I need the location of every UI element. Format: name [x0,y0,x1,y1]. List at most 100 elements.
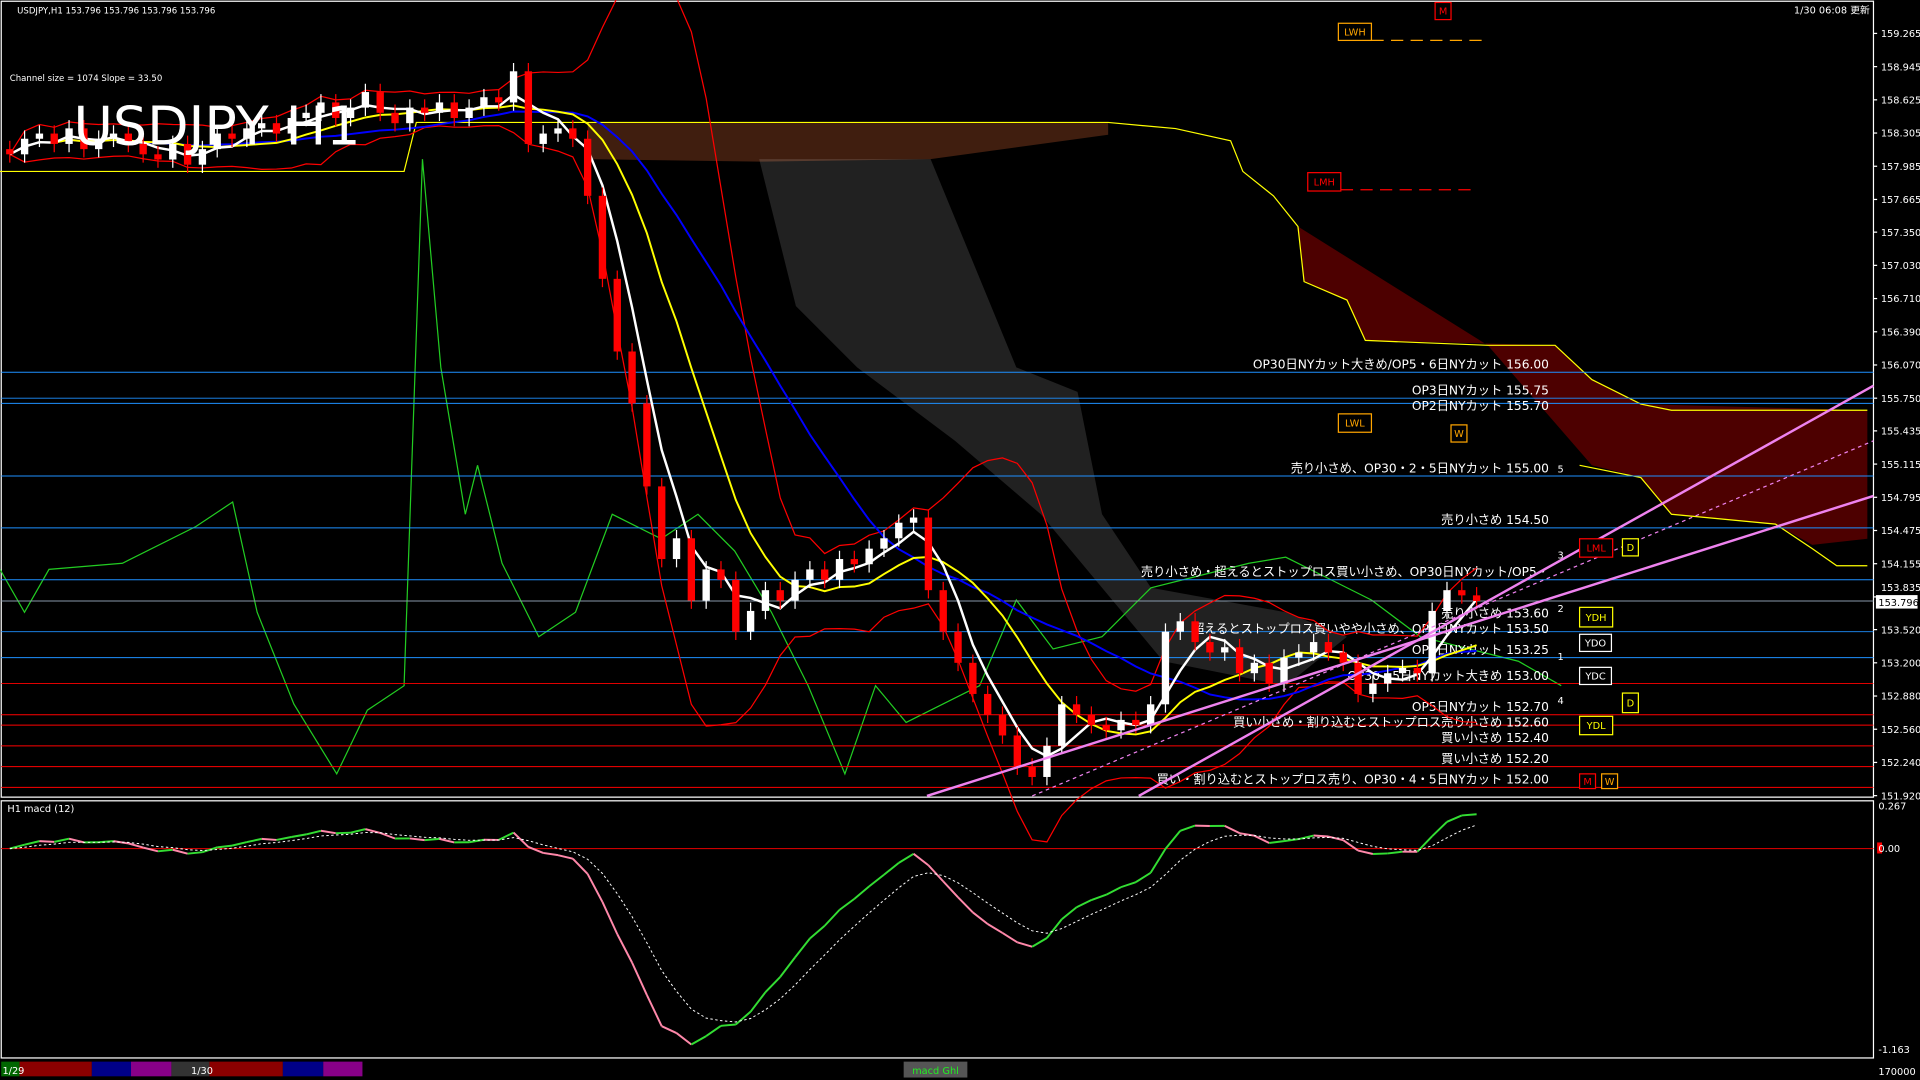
candle-body [169,143,177,160]
candle-body [909,517,918,523]
price-tick-label: 152.880 [1881,692,1920,703]
price-level-label: 売り小さめ・超えるとストップロス買い小さめ、OP30日NYカット/OP5・ [1141,564,1549,579]
candle-body [228,133,236,139]
macd-line-segment [261,837,277,841]
candle-body [435,102,444,113]
macd-line-segment [1446,814,1463,823]
macd-line-segment [217,844,233,849]
macd-line-segment [898,852,915,864]
candle-body [109,133,118,139]
candle-body [924,517,933,591]
candle-body [1087,714,1096,726]
price-level-label: OP3日NYカット 155.75 [1412,384,1549,398]
marker-box [1578,606,1614,628]
macd-line-segment [1017,941,1033,948]
macd-line-segment [927,864,944,883]
macd-line-segment [883,862,900,876]
macd-line-segment [1091,893,1107,901]
macd-line-segment [690,1035,707,1046]
price-tick-label: 155.115 [1881,460,1920,471]
candle-body [495,97,503,103]
marker-lwl-label: LWL [1345,419,1365,430]
candle-body [317,102,325,113]
macd-line-segment [98,840,114,844]
candle-body [420,107,429,113]
marker-d-label: D [1627,543,1635,554]
sma-mid-line [9,104,1477,736]
candle-body [1161,631,1170,705]
price-level-label: OP30日NYカット大きめ/OP5・6日NYカット 156.00 [1253,358,1549,372]
macd-line-segment [1046,918,1063,939]
macd-line-segment [1431,821,1448,837]
marker-box [1601,773,1619,790]
macd-label: H1 macd (12) [7,804,74,815]
macd-line-segment [572,858,589,875]
channel-number-4: 4 [1558,696,1564,707]
macd-line-segment [823,909,841,927]
price-level-label: 超えるとストップロス買いやや小さめ、OP5日NYカット 153.50 [1192,621,1549,636]
candle-body [139,143,147,155]
macd-line-segment [1164,830,1182,850]
macd-line-segment [379,832,396,840]
macd-ghl-label[interactable]: macd Ghl [912,1066,959,1077]
price-level-label: 売り小さめ 154.50 [1441,512,1549,527]
channel-lower-line[interactable] [926,494,1874,798]
marker-box [1578,538,1614,558]
marker-ydh-label: YDH [1585,613,1607,624]
candle-body [1146,704,1155,726]
candle-body [465,107,473,118]
channel-number-2: 2 [1558,604,1564,615]
macd-line-segment [586,873,604,903]
candle-body [1324,642,1333,653]
macd-line-segment [187,851,203,855]
channel-number-5: 5 [1558,465,1564,476]
price-tick-label: 154.475 [1881,526,1920,537]
candle-body [1221,647,1229,653]
candle-body [776,590,784,601]
marker-box [1450,424,1468,443]
macd-line-segment [779,956,796,978]
macd-tick-zero: 0.00 [1878,844,1900,855]
macd-line-segment [1239,832,1255,837]
candle-body [1309,642,1318,653]
macd-line-segment [365,828,381,834]
chart-title: USDJPY H1 [73,94,360,157]
price-tick-label: 156.710 [1881,294,1920,305]
macd-line-segment [1076,899,1092,909]
marker-w-label: W [1605,777,1615,788]
candle-body [643,403,651,487]
macd-line-segment [720,1023,736,1027]
macd-line-segment [1061,906,1078,920]
channel-upper-line[interactable] [1138,384,1875,797]
macd-line-segment [1313,834,1329,838]
candle-body [272,123,281,134]
price-level-label: 売り小さめ、OP30・2・5日NYカット 155.00 [1291,460,1549,475]
candle-body [1102,725,1110,731]
candle-body [1472,595,1481,601]
candle-body [554,128,562,134]
candle-body [687,538,696,601]
candle-body [480,97,488,108]
price-tick-label: 157.030 [1881,261,1920,272]
macd-tick-top: 0.267 [1878,801,1906,812]
marker-box [1621,692,1639,714]
price-axis[interactable]: 159.265 158.945 158.625 158.305 157.985 157.6… [1873,29,1920,802]
macd-line-segment [1269,840,1285,844]
price-tick-label: 153.200 [1881,658,1920,669]
macd-ghl-button[interactable] [903,1061,968,1078]
candle-body [939,590,947,632]
candle-body [1280,657,1288,684]
candle-body [1428,610,1436,674]
macd-line-segment [1031,937,1048,948]
candle-body [95,138,103,150]
price-tick-label: 157.985 [1881,162,1920,173]
candle-body [717,569,725,580]
symbol-info: USDJPY,H1 153.796 153.796 153.796 153.79… [17,6,215,16]
kumo-cloud-middle [759,159,1347,686]
candle-body [1058,704,1066,746]
date-label-1-30: 1/30 [191,1066,213,1077]
price-level-label: 買い小さめ 152.20 [1441,752,1549,766]
price-tick-label: 153.835 [1881,583,1920,594]
candle-body [954,631,962,663]
